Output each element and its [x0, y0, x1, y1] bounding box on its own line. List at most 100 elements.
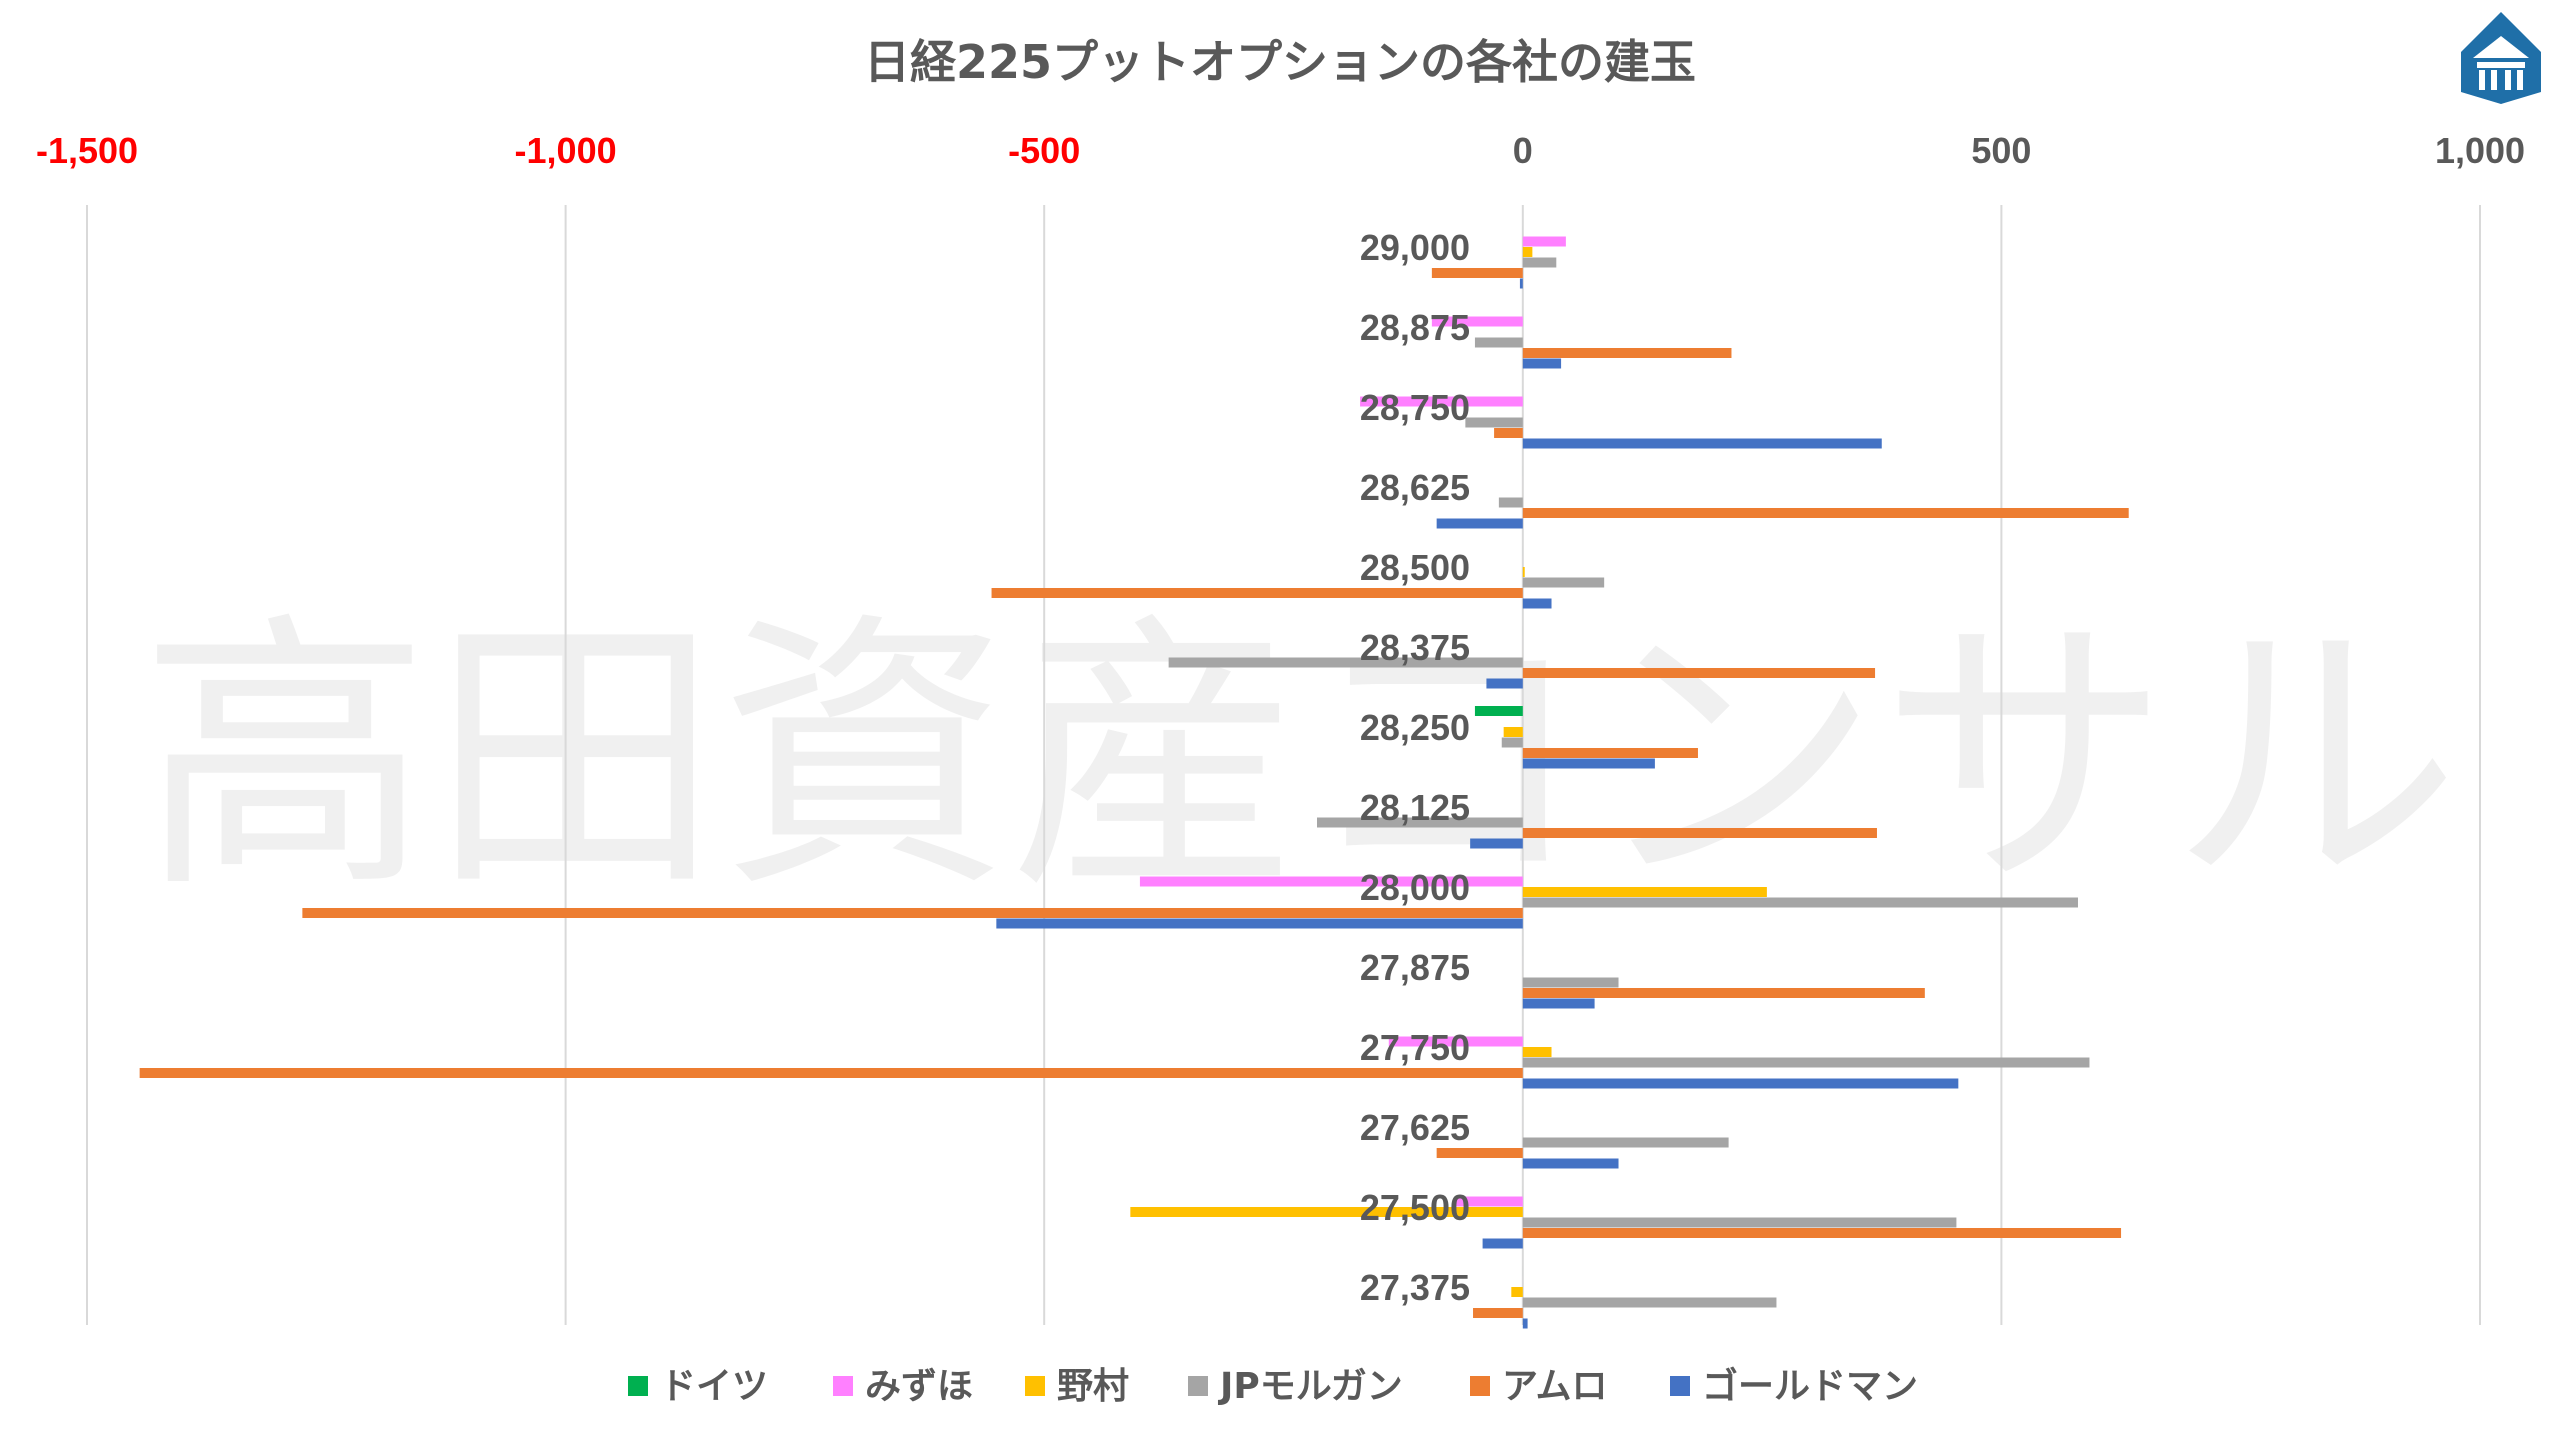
bar	[1522, 1078, 1959, 1089]
y-tick-label: 27,750	[1360, 1027, 1470, 1068]
bar	[1470, 838, 1523, 849]
legend-swatch	[1470, 1376, 1490, 1396]
legend-item: ドイツ	[628, 1366, 768, 1407]
y-tick-label: 28,125	[1360, 787, 1470, 828]
y-tick-label: 28,500	[1360, 547, 1470, 588]
bar	[1522, 1318, 1528, 1329]
y-axis-ticks: 29,000 28,875 28,750 28,625 28,500 28,375 28,2…	[1360, 227, 1470, 1308]
bar	[1388, 1036, 1523, 1047]
x-tick-label: -500	[1008, 130, 1080, 171]
bar	[1474, 337, 1523, 348]
bar	[1473, 1308, 1523, 1318]
legend-item: みずほ	[833, 1366, 973, 1407]
bar	[1522, 998, 1595, 1009]
legend-label: ゴールドマン	[1702, 1365, 1918, 1407]
bar	[1482, 1238, 1523, 1249]
bar	[1498, 497, 1523, 508]
legend-item: ゴールドマン	[1670, 1365, 1918, 1407]
bar	[1474, 706, 1523, 716]
x-tick-label: -1,000	[515, 130, 617, 171]
bar	[1431, 316, 1523, 327]
bar	[302, 908, 1523, 918]
bar	[1522, 1158, 1619, 1169]
bar	[1501, 737, 1523, 748]
bar	[1168, 657, 1523, 668]
bars	[139, 226, 2129, 1329]
bar	[1494, 428, 1523, 438]
legend-label: 野村	[1057, 1366, 1129, 1407]
logo-icon	[2461, 12, 2541, 104]
y-tick-label: 28,250	[1360, 707, 1470, 748]
bar	[1522, 1217, 1957, 1228]
bar	[1522, 247, 1533, 257]
bar	[1522, 236, 1566, 247]
bar	[1522, 1047, 1552, 1057]
bar	[1465, 417, 1523, 428]
legend-label: アムロ	[1502, 1366, 1607, 1407]
legend-swatch	[1025, 1376, 1045, 1396]
bar	[1522, 977, 1619, 988]
bar	[1455, 1196, 1523, 1207]
bar	[1360, 396, 1523, 407]
bar	[1431, 268, 1523, 278]
x-axis-ticks: -1,500 -1,000 -500 0 500 1,000	[36, 130, 2525, 171]
bar	[1503, 727, 1523, 737]
chart-title: 日経225プットオプションの各社の建玉	[864, 35, 1696, 89]
bar	[1522, 1057, 2090, 1068]
bar	[1522, 988, 1925, 998]
bar	[1139, 876, 1523, 887]
x-tick-label: 0	[1513, 130, 1533, 171]
y-tick-label: 28,875	[1360, 307, 1470, 348]
bar	[1522, 828, 1877, 838]
bar	[991, 588, 1523, 598]
bar	[1522, 257, 1557, 268]
bar	[1522, 748, 1698, 758]
y-tick-label: 28,750	[1360, 387, 1470, 428]
legend: ドイツ みずほ 野村 JPモルガン アムロ ゴールドマン	[628, 1365, 1918, 1407]
bar	[1522, 508, 2129, 518]
legend-label: ドイツ	[660, 1366, 768, 1407]
bar	[1436, 1148, 1523, 1158]
bar	[1486, 678, 1523, 689]
bar	[1522, 348, 1732, 358]
y-tick-label: 27,500	[1360, 1187, 1470, 1228]
bar	[1522, 1137, 1729, 1148]
legend-label: みずほ	[865, 1366, 973, 1407]
legend-label: JPモルガン	[1217, 1366, 1403, 1407]
bar	[1522, 358, 1562, 369]
legend-swatch	[1670, 1376, 1690, 1396]
legend-swatch	[833, 1376, 853, 1396]
bar	[996, 918, 1523, 929]
y-tick-label: 27,375	[1360, 1267, 1470, 1308]
bar	[1519, 278, 1523, 289]
bar	[1522, 567, 1525, 577]
bar	[1130, 1207, 1523, 1217]
watermark: 高田資産コンサル	[140, 590, 2460, 927]
bar	[1522, 1228, 2122, 1238]
bar	[1522, 1297, 1777, 1308]
bar	[139, 1068, 1523, 1078]
bar	[1522, 577, 1605, 588]
legend-item: JPモルガン	[1188, 1366, 1403, 1407]
bar	[1317, 817, 1523, 828]
legend-item: 野村	[1025, 1366, 1129, 1407]
bar	[1436, 518, 1523, 529]
y-tick-label: 29,000	[1360, 227, 1470, 268]
bar	[1522, 668, 1876, 678]
y-tick-label: 28,000	[1360, 867, 1470, 908]
bar	[1522, 887, 1767, 897]
bar	[1522, 897, 2078, 908]
legend-item: アムロ	[1470, 1366, 1607, 1407]
y-tick-label: 28,375	[1360, 627, 1470, 668]
bar	[1522, 598, 1552, 609]
bar	[1522, 438, 1882, 449]
y-tick-label: 28,625	[1360, 467, 1470, 508]
bar	[1511, 1287, 1523, 1297]
bar	[1522, 758, 1655, 769]
y-tick-label: 27,625	[1360, 1107, 1470, 1148]
x-tick-label: -1,500	[36, 130, 138, 171]
x-tick-label: 500	[1971, 130, 2031, 171]
legend-swatch	[628, 1376, 648, 1396]
y-tick-label: 27,875	[1360, 947, 1470, 988]
